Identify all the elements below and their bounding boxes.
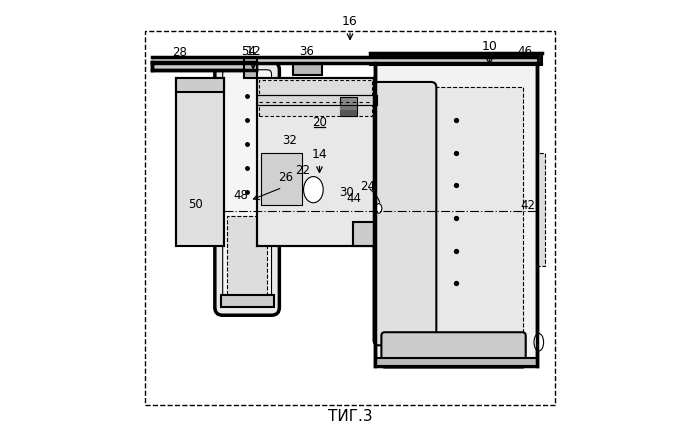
FancyBboxPatch shape xyxy=(374,82,436,345)
Text: 42: 42 xyxy=(520,199,536,212)
Bar xyxy=(152,57,538,63)
Bar xyxy=(257,95,377,105)
Bar xyxy=(176,78,223,246)
FancyBboxPatch shape xyxy=(215,62,279,315)
Bar xyxy=(145,31,555,405)
Ellipse shape xyxy=(304,177,323,203)
Text: ΤИГ.3: ΤИГ.3 xyxy=(328,409,372,424)
Text: 36: 36 xyxy=(299,45,314,58)
Text: 16: 16 xyxy=(342,15,358,28)
FancyBboxPatch shape xyxy=(223,70,272,307)
Bar xyxy=(261,153,302,205)
Text: 30: 30 xyxy=(340,186,354,199)
Text: 26: 26 xyxy=(278,171,293,184)
Bar xyxy=(293,63,322,75)
Bar xyxy=(220,295,274,307)
Bar xyxy=(244,57,257,78)
Bar xyxy=(353,222,375,246)
Bar xyxy=(340,110,357,116)
Bar xyxy=(259,80,372,116)
Bar xyxy=(536,153,545,266)
Bar xyxy=(370,53,542,65)
Bar xyxy=(340,106,357,110)
Bar xyxy=(375,358,537,366)
Text: 44: 44 xyxy=(346,192,361,205)
Bar xyxy=(176,78,223,92)
Text: 24: 24 xyxy=(360,180,375,193)
Text: 10: 10 xyxy=(482,40,498,53)
Text: 48: 48 xyxy=(234,189,248,202)
Text: 54: 54 xyxy=(241,45,256,58)
Bar xyxy=(257,78,374,246)
Text: 20: 20 xyxy=(312,116,327,129)
Text: 22: 22 xyxy=(295,164,310,177)
Text: 28: 28 xyxy=(172,46,188,59)
Text: 46: 46 xyxy=(517,45,532,58)
Bar xyxy=(340,97,357,116)
Bar xyxy=(383,87,523,340)
Bar xyxy=(152,62,256,70)
Bar xyxy=(227,216,267,303)
Text: 50: 50 xyxy=(188,198,202,211)
Text: 14: 14 xyxy=(312,148,328,161)
Ellipse shape xyxy=(376,204,382,213)
FancyBboxPatch shape xyxy=(382,332,526,368)
Ellipse shape xyxy=(534,334,544,351)
Bar xyxy=(375,63,537,366)
Text: 12: 12 xyxy=(245,44,261,58)
Text: 32: 32 xyxy=(282,134,298,147)
